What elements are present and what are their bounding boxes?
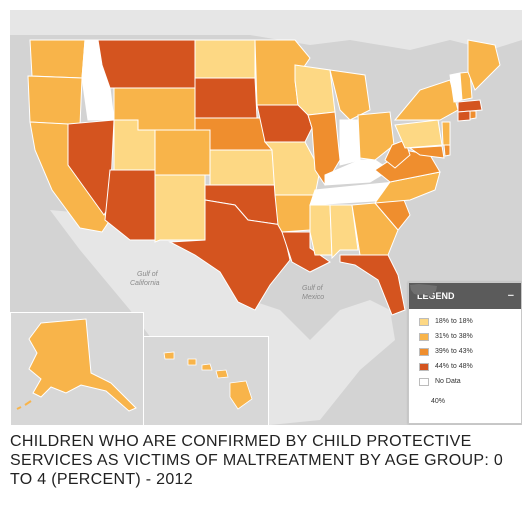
- state-florida[interactable]: [339, 254, 406, 316]
- state-alaska[interactable]: [28, 318, 137, 412]
- legend-item: No Data: [419, 375, 521, 388]
- state-washington[interactable]: [29, 39, 86, 79]
- state-georgia[interactable]: [351, 202, 399, 256]
- mexico-land: [50, 210, 395, 425]
- legend-item-label: 18% to 18%: [435, 318, 473, 325]
- state-alabama[interactable]: [329, 204, 359, 260]
- state-north-dakota[interactable]: [194, 39, 256, 79]
- state-new-york[interactable]: [393, 79, 459, 121]
- gulf-mexico-label-1: Gulf of: [302, 285, 324, 292]
- legend-minimize-button[interactable]: −: [507, 290, 514, 302]
- legend-panel: LEGEND − 18% to 18% 31% to 38% 39% to 43…: [408, 282, 522, 424]
- choropleth-map[interactable]: Gulf of California Gulf of Mexico LEGEND…: [10, 10, 522, 425]
- state-arkansas[interactable]: [274, 194, 316, 233]
- map-caption: CHILDREN WHO ARE CONFIRMED BY CHILD PROT…: [10, 433, 504, 488]
- legend-us-average: 40%: [410, 284, 521, 405]
- legend-item: 39% to 43%: [419, 345, 521, 358]
- alaska-aleutians: [16, 400, 32, 410]
- gulf-california-label-2: California: [130, 280, 160, 287]
- legend-item-label: 39% to 43%: [435, 348, 473, 355]
- legend-swatch: [419, 377, 429, 386]
- state-iowa[interactable]: [256, 104, 313, 143]
- gulf-california-label-1: Gulf of: [137, 271, 159, 278]
- state-texas[interactable]: [168, 199, 291, 311]
- gulf-mexico-label-2: Mexico: [302, 294, 324, 301]
- state-michigan[interactable]: [329, 69, 371, 121]
- legend-item-label: 44% to 48%: [435, 363, 473, 370]
- state-rhode-island[interactable]: [469, 110, 477, 120]
- state-maine[interactable]: [467, 39, 501, 91]
- state-maryland[interactable]: [408, 145, 445, 159]
- alaska-inset[interactable]: [10, 312, 144, 425]
- state-massachusetts[interactable]: [457, 99, 483, 113]
- legend-item-label: No Data: [435, 378, 461, 385]
- legend-item: 31% to 38%: [419, 330, 521, 343]
- state-delaware[interactable]: [443, 144, 451, 157]
- state-kansas[interactable]: [209, 149, 276, 186]
- state-connecticut[interactable]: [457, 110, 471, 122]
- state-hawaii[interactable]: [163, 351, 253, 410]
- legend-swatch: [419, 317, 429, 326]
- state-mississippi[interactable]: [309, 204, 333, 256]
- us-average-value: 40%: [431, 398, 446, 405]
- canada-land: [10, 10, 522, 50]
- state-new-mexico[interactable]: [154, 174, 206, 243]
- state-wisconsin[interactable]: [294, 64, 336, 116]
- legend-swatch: [419, 362, 429, 371]
- legend-item: 44% to 48%: [419, 360, 521, 373]
- legend-title: LEGEND: [417, 291, 455, 301]
- us-map-icon: [410, 284, 437, 298]
- hawaii-inset[interactable]: [143, 336, 269, 425]
- state-oregon[interactable]: [27, 75, 83, 126]
- state-south-dakota[interactable]: [194, 77, 258, 119]
- states: [27, 39, 501, 316]
- state-new-jersey[interactable]: [441, 121, 451, 146]
- legend-swatch: [419, 347, 429, 356]
- state-indiana[interactable]: [339, 119, 361, 166]
- state-new-hampshire[interactable]: [459, 71, 473, 101]
- map-canvas[interactable]: Gulf of California Gulf of Mexico: [10, 10, 522, 425]
- legend-item: 18% to 18%: [419, 315, 521, 328]
- state-montana[interactable]: [97, 39, 196, 89]
- state-arizona[interactable]: [104, 169, 156, 241]
- state-pennsylvania[interactable]: [394, 119, 443, 149]
- legend-swatch: [419, 332, 429, 341]
- legend-item-label: 31% to 38%: [435, 333, 473, 340]
- state-colorado[interactable]: [154, 129, 211, 176]
- state-ohio[interactable]: [357, 111, 395, 161]
